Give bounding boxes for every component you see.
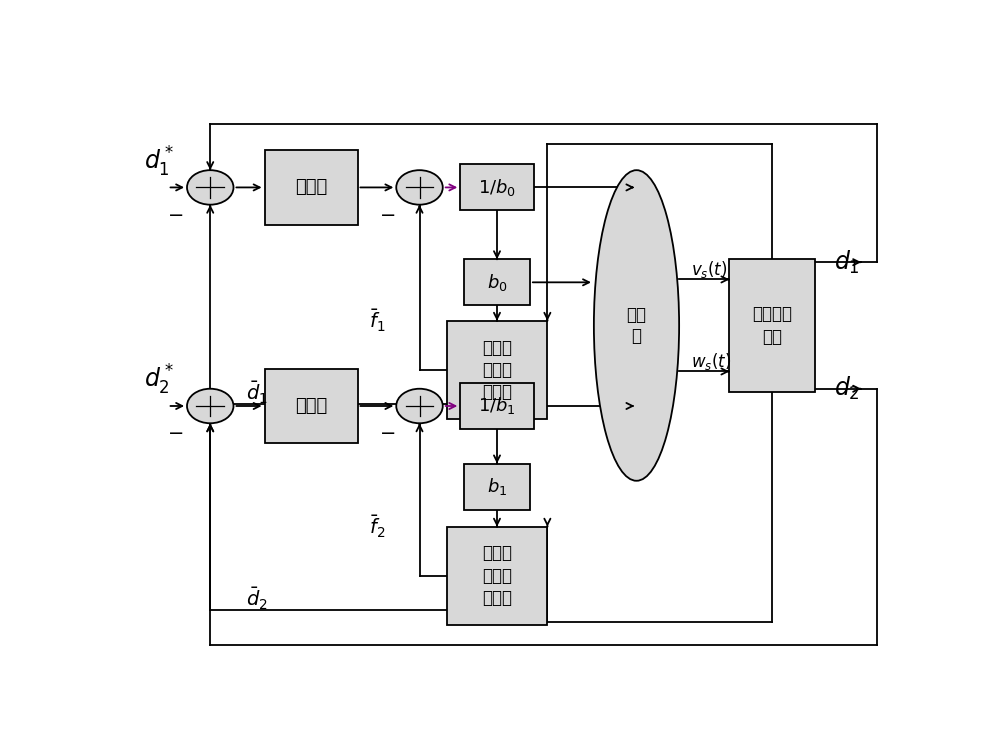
Text: $-$: $-$ xyxy=(167,204,184,223)
Bar xyxy=(460,383,534,429)
Bar xyxy=(729,259,815,391)
Text: 线性扩
张状态
观测器: 线性扩 张状态 观测器 xyxy=(482,338,512,401)
Text: $v_s(t)$: $v_s(t)$ xyxy=(691,258,727,279)
Text: $\bar{f}_1$: $\bar{f}_1$ xyxy=(369,308,385,334)
Bar xyxy=(264,150,358,225)
Ellipse shape xyxy=(594,170,679,481)
Text: $w_s(t)$: $w_s(t)$ xyxy=(691,350,731,371)
Text: $d_2^*$: $d_2^*$ xyxy=(144,363,174,397)
Bar xyxy=(447,321,547,418)
Text: $d_2$: $d_2$ xyxy=(834,375,860,403)
Text: 控制律: 控制律 xyxy=(295,179,327,196)
Text: 线性扩
张状态
观测器: 线性扩 张状态 观测器 xyxy=(482,545,512,607)
Circle shape xyxy=(396,388,443,424)
Circle shape xyxy=(396,170,443,205)
Text: $\bar{d}_1$: $\bar{d}_1$ xyxy=(246,379,268,406)
Text: 控制律: 控制律 xyxy=(295,397,327,415)
Text: $b_1$: $b_1$ xyxy=(487,476,507,497)
Text: $-$: $-$ xyxy=(379,422,395,441)
Text: $-$: $-$ xyxy=(167,422,184,441)
Text: 解耦
律: 解耦 律 xyxy=(626,306,646,345)
Circle shape xyxy=(187,170,234,205)
Text: $\bar{d}_2$: $\bar{d}_2$ xyxy=(246,586,268,612)
Text: $b_0$: $b_0$ xyxy=(487,272,507,293)
Bar xyxy=(464,463,530,509)
Text: $1/b_1$: $1/b_1$ xyxy=(478,395,516,417)
Text: $d_1$: $d_1$ xyxy=(834,249,860,276)
Text: $d_1^*$: $d_1^*$ xyxy=(144,144,174,179)
Text: 追随误差
模型: 追随误差 模型 xyxy=(752,306,792,346)
Bar xyxy=(460,164,534,211)
Text: $-$: $-$ xyxy=(379,204,395,223)
Circle shape xyxy=(187,388,234,424)
Bar xyxy=(264,368,358,444)
Bar xyxy=(447,527,547,624)
Text: $1/b_0$: $1/b_0$ xyxy=(478,177,516,198)
Text: $\bar{f}_2$: $\bar{f}_2$ xyxy=(369,514,385,540)
Bar xyxy=(464,259,530,306)
